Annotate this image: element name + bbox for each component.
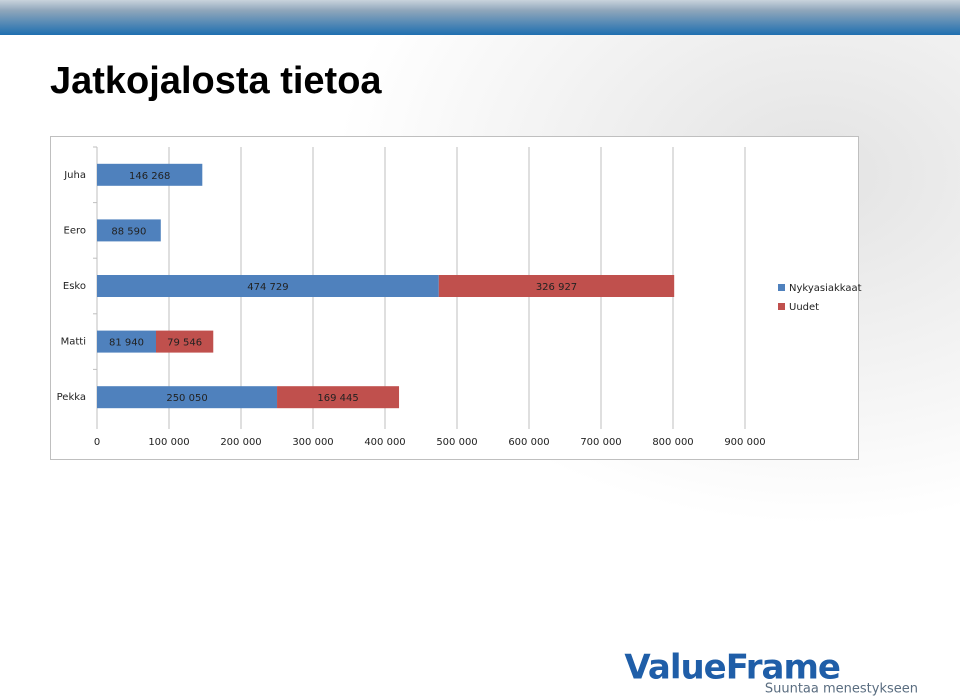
x-tick-label: 700 000 <box>580 437 621 448</box>
bar <box>97 275 439 297</box>
bar <box>97 219 161 242</box>
y-tick-label: Matti <box>61 337 86 348</box>
y-tick-label: Pekka <box>57 392 86 403</box>
x-tick-label: 800 000 <box>652 437 693 448</box>
x-tick-label: 400 000 <box>364 437 405 448</box>
legend-swatch <box>778 303 785 310</box>
x-tick-label: 0 <box>94 437 100 448</box>
bar <box>97 163 203 186</box>
x-tick-label: 600 000 <box>508 437 549 448</box>
x-tick-label: 100 000 <box>148 437 189 448</box>
value-label: 169 445 <box>317 393 358 404</box>
value-label: 250 050 <box>166 393 207 404</box>
bar <box>155 330 214 353</box>
y-tick-label: Eero <box>64 225 86 236</box>
x-tick-label: 200 000 <box>220 437 261 448</box>
value-label: 474 729 <box>247 282 288 293</box>
slide-title: Jatkojalosta tietoa <box>50 60 382 102</box>
legend-label: Nykyasiakkaat <box>789 283 862 294</box>
header-band <box>0 0 960 35</box>
value-label: 79 546 <box>167 338 202 349</box>
logo: ValueFrame <box>624 648 840 688</box>
bar <box>97 386 278 409</box>
value-label: 88 590 <box>111 226 146 237</box>
bar <box>438 275 675 297</box>
x-tick-label: 300 000 <box>292 437 333 448</box>
chart: 0 100 000 200 000 300 000 400 000 500 000 600 … <box>57 146 862 448</box>
legend-swatch <box>778 284 785 291</box>
value-label: 81 940 <box>109 338 144 349</box>
x-tick-label: 900 000 <box>724 437 765 448</box>
bar <box>97 330 156 353</box>
y-tick-label: Esko <box>63 281 86 292</box>
bar <box>277 386 400 409</box>
value-label: 326 927 <box>536 282 577 293</box>
y-tick-label: Juha <box>63 170 86 181</box>
value-label: 146 268 <box>129 171 170 182</box>
legend-label: Uudet <box>789 302 819 313</box>
x-tick-label: 500 000 <box>436 437 477 448</box>
tagline: Suuntaa menestykseen <box>765 682 918 697</box>
